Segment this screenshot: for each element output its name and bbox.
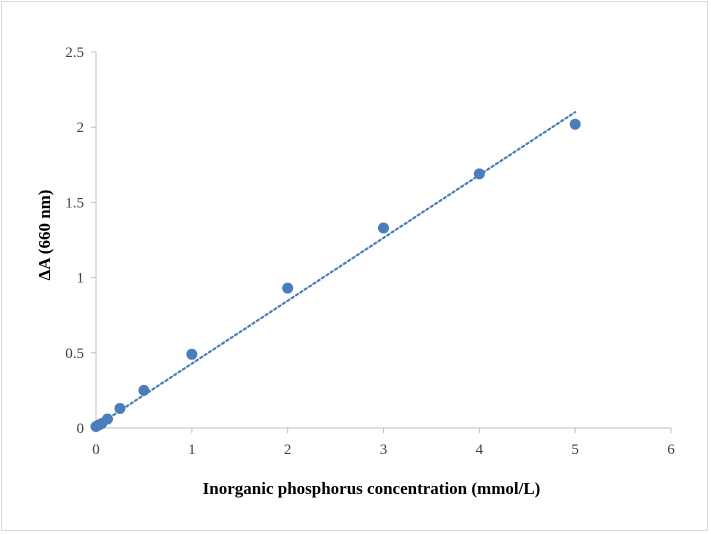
data-point	[473, 168, 485, 180]
x-tick-label: 6	[667, 442, 675, 458]
y-tick-label: 2.5	[65, 45, 84, 61]
x-axis-title: Inorganic phosphorus concentration (mmol…	[203, 479, 541, 498]
y-axis-title: ΔA (660 nm)	[35, 190, 54, 281]
data-points	[90, 118, 581, 432]
y-tick-label: 2	[77, 120, 85, 136]
x-tick-label: 5	[571, 442, 579, 458]
trendline	[94, 111, 577, 428]
data-point	[569, 118, 581, 130]
x-tick-label: 0	[92, 442, 100, 458]
axes	[95, 52, 671, 429]
data-point	[282, 282, 294, 294]
trendline-group	[94, 111, 577, 428]
y-tick-label: 0	[77, 421, 85, 437]
x-tick-label: 3	[380, 442, 388, 458]
y-tick-label: 1	[77, 271, 85, 287]
x-ticks: 0 1 2 3 4 5 6	[92, 428, 675, 458]
x-tick-label: 2	[284, 442, 292, 458]
y-ticks: 0 0.5 1 1.5 2 2.5	[65, 45, 96, 437]
x-tick-label: 1	[188, 442, 196, 458]
data-point	[378, 222, 389, 234]
data-point	[114, 402, 126, 414]
data-point	[102, 413, 113, 425]
y-tick-label: 1.5	[65, 195, 84, 211]
data-point	[186, 348, 198, 360]
data-point	[138, 384, 150, 396]
x-tick-label: 4	[476, 442, 484, 458]
y-tick-label: 0.5	[65, 346, 84, 362]
